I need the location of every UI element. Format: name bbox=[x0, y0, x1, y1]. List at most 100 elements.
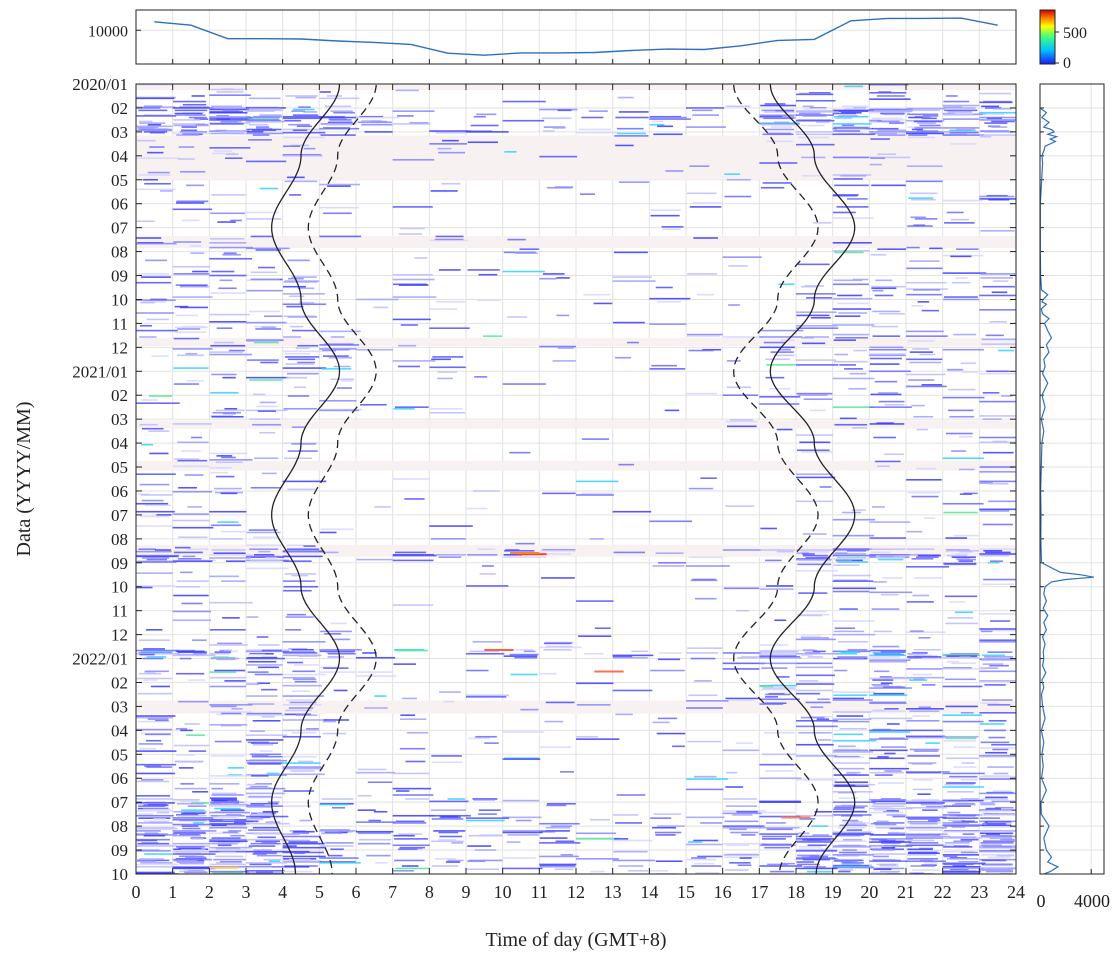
right-panel-grid bbox=[1039, 83, 1104, 875]
heatmap-cell bbox=[838, 797, 858, 799]
heatmap-cell bbox=[320, 630, 352, 633]
heatmap-cell bbox=[175, 202, 205, 204]
heatmap-cell bbox=[172, 867, 216, 870]
y-tick-label: 09 bbox=[111, 841, 128, 860]
y-axis-label: Data (YYYY/MM) bbox=[13, 402, 35, 557]
heatmap-cell bbox=[292, 678, 317, 681]
heatmap-cell bbox=[296, 125, 313, 128]
heatmap-cell bbox=[877, 755, 889, 758]
heatmap-cell bbox=[869, 729, 910, 732]
heatmap-cell bbox=[812, 834, 829, 836]
heatmap-cell bbox=[265, 557, 278, 559]
heatmap-cell bbox=[906, 565, 949, 568]
heatmap-cell bbox=[662, 228, 681, 231]
heatmap-cell bbox=[179, 819, 207, 822]
y-tick-label: 10 bbox=[111, 865, 128, 884]
heatmap-cell bbox=[798, 136, 830, 139]
heatmap-cell bbox=[358, 838, 392, 841]
heatmap-cell bbox=[979, 850, 1016, 853]
heatmap-cell bbox=[401, 865, 419, 867]
x-tick-label: 7 bbox=[388, 882, 397, 902]
heatmap-cell bbox=[215, 862, 243, 864]
heatmap-cell bbox=[657, 825, 685, 827]
heatmap-cell bbox=[959, 550, 973, 553]
heatmap-cell bbox=[539, 822, 580, 825]
heatmap-cell bbox=[136, 329, 178, 332]
heatmap-cell bbox=[246, 116, 280, 119]
heatmap-cell bbox=[834, 806, 865, 809]
heatmap-cell bbox=[322, 732, 347, 735]
heatmap-cell bbox=[869, 348, 907, 351]
heatmap-cell bbox=[230, 219, 242, 222]
heatmap-cell bbox=[475, 735, 497, 738]
heatmap-cell bbox=[176, 580, 209, 582]
heatmap-cell bbox=[209, 274, 247, 277]
heatmap-cell bbox=[176, 861, 205, 863]
heatmap-cell bbox=[256, 854, 282, 857]
heatmap-cell bbox=[906, 107, 945, 110]
heatmap-cell bbox=[835, 336, 868, 339]
heatmap-cell bbox=[832, 534, 875, 537]
heatmap-cell bbox=[541, 117, 572, 120]
heatmap-cell bbox=[875, 279, 893, 282]
heatmap-cell bbox=[178, 486, 197, 489]
heatmap-cell bbox=[982, 392, 1000, 394]
heatmap-cell bbox=[686, 707, 723, 709]
heatmap-cell bbox=[690, 657, 716, 660]
heatmap-cell bbox=[184, 474, 204, 476]
heatmap-cell bbox=[650, 214, 680, 217]
missing-data-band bbox=[136, 236, 1016, 248]
sunrise-curve bbox=[271, 84, 341, 874]
colorbar-label-0: 0 bbox=[1063, 55, 1071, 72]
heatmap-cell bbox=[180, 783, 194, 785]
heatmap-cell bbox=[291, 443, 317, 445]
heatmap-cell bbox=[251, 129, 277, 132]
heatmap-cell bbox=[209, 826, 248, 829]
heatmap-cell bbox=[282, 695, 325, 697]
heatmap-cell bbox=[796, 755, 838, 757]
heatmap-cell bbox=[560, 854, 573, 856]
heatmap-cell bbox=[282, 480, 327, 483]
heatmap-cell bbox=[722, 826, 762, 829]
heatmap-cell bbox=[759, 662, 799, 665]
heatmap-cell bbox=[653, 133, 683, 136]
heatmap-cell bbox=[141, 443, 153, 446]
heatmap-cell bbox=[726, 844, 750, 847]
heatmap-cell bbox=[774, 619, 787, 622]
heatmap-cell bbox=[515, 819, 532, 822]
heatmap-cell bbox=[979, 778, 1016, 780]
heatmap-cell bbox=[694, 680, 712, 682]
heatmap-cell bbox=[180, 571, 193, 574]
heatmap-cell bbox=[908, 842, 939, 844]
heatmap-cell bbox=[616, 794, 646, 796]
x-tick-label: 23 bbox=[970, 882, 988, 902]
heatmap-cell bbox=[319, 183, 361, 186]
heatmap-cell bbox=[916, 467, 937, 470]
heatmap-cell bbox=[691, 865, 722, 867]
heatmap-cell bbox=[546, 186, 573, 189]
heatmap-cell bbox=[796, 725, 838, 728]
heatmap-cell bbox=[581, 438, 610, 440]
heatmap-cell bbox=[261, 472, 277, 475]
heatmap-cell bbox=[796, 314, 830, 317]
heatmap-cell bbox=[875, 557, 905, 559]
heatmap-cell bbox=[546, 804, 567, 807]
heatmap-cell bbox=[147, 718, 169, 720]
heatmap-cell bbox=[803, 866, 826, 868]
heatmap-cell bbox=[872, 117, 903, 120]
heatmap-cell bbox=[943, 656, 980, 659]
heatmap-cell bbox=[886, 814, 906, 816]
heatmap-cell bbox=[728, 304, 740, 306]
heatmap-cell bbox=[996, 854, 1015, 857]
heatmap-cell bbox=[172, 834, 201, 837]
heatmap-cell bbox=[837, 745, 856, 748]
heatmap-cell bbox=[576, 480, 619, 483]
x-tick-label: 4 bbox=[278, 882, 287, 902]
heatmap-cell bbox=[362, 652, 377, 654]
heatmap-cell bbox=[539, 842, 581, 844]
heatmap-cell bbox=[136, 188, 177, 191]
heatmap-cell bbox=[507, 834, 539, 836]
heatmap-cell bbox=[287, 358, 316, 361]
heatmap-cell bbox=[247, 131, 264, 133]
heatmap-cell bbox=[882, 577, 903, 579]
